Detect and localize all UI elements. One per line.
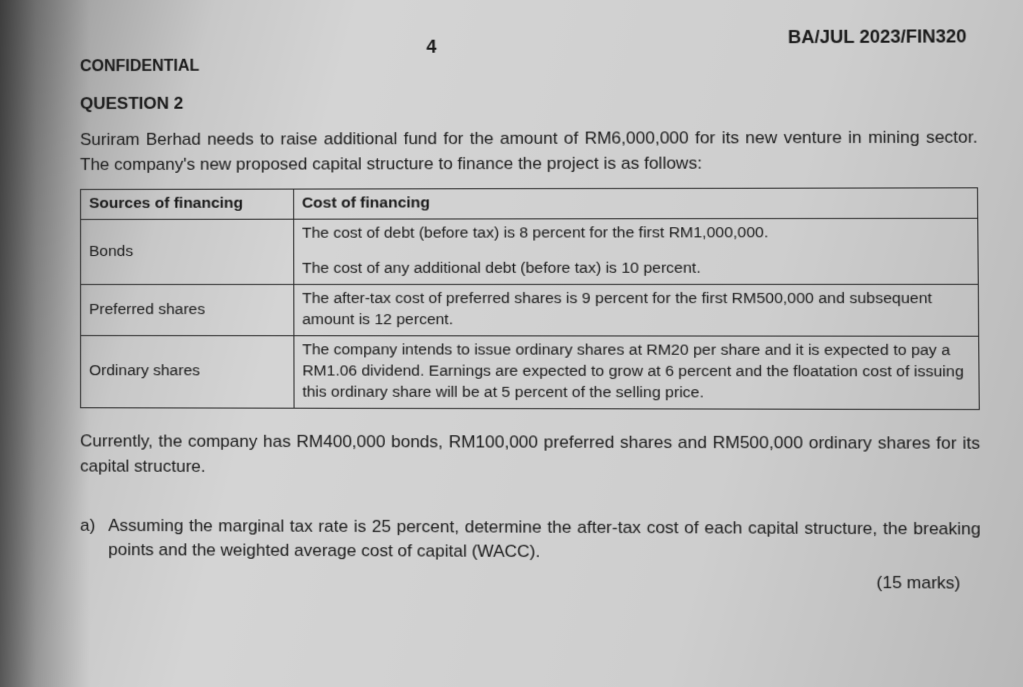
table-row: Bonds The cost of debt (before tax) is 8…: [81, 218, 979, 284]
table-header-row: Sources of financing Cost of financing: [81, 188, 978, 220]
bonds-line2: The cost of any additional debt (before …: [302, 259, 969, 280]
col-sources: Sources of financing: [81, 189, 294, 219]
current-structure: Currently, the company has RM400,000 bon…: [80, 428, 980, 482]
source-preferred: Preferred shares: [81, 285, 294, 336]
bonds-line1: The cost of debt (before tax) is 8 perce…: [302, 223, 969, 245]
part-a-marks: (15 marks): [80, 569, 981, 594]
page-number: 4: [426, 37, 436, 58]
cost-preferred: The after-tax cost of preferred shares i…: [293, 284, 978, 336]
col-cost: Cost of financing: [293, 188, 977, 219]
source-ordinary: Ordinary shares: [81, 335, 294, 407]
exam-page: CONFIDENTIAL 4 BA/JUL 2023/FIN320 QUESTI…: [0, 0, 1023, 594]
part-a-label: a): [80, 513, 108, 563]
cost-ordinary: The company intends to issue ordinary sh…: [294, 336, 980, 410]
part-a: a) Assuming the marginal tax rate is 25 …: [80, 513, 981, 567]
question-intro: Suriram Berhad needs to raise additional…: [80, 125, 978, 177]
table-row: Ordinary shares The company intends to i…: [81, 335, 980, 409]
cost-bonds: The cost of debt (before tax) is 8 perce…: [293, 218, 978, 284]
source-bonds: Bonds: [81, 219, 294, 284]
financing-table: Sources of financing Cost of financing B…: [80, 188, 980, 410]
page-header: CONFIDENTIAL 4 BA/JUL 2023/FIN320: [80, 26, 977, 76]
question-title: QUESTION 2: [80, 91, 977, 114]
part-a-text: Assuming the marginal tax rate is 25 per…: [108, 513, 981, 567]
confidential-label: CONFIDENTIAL: [80, 58, 199, 76]
table-row: Preferred shares The after-tax cost of p…: [81, 284, 979, 336]
course-code: BA/JUL 2023/FIN320: [788, 26, 967, 48]
